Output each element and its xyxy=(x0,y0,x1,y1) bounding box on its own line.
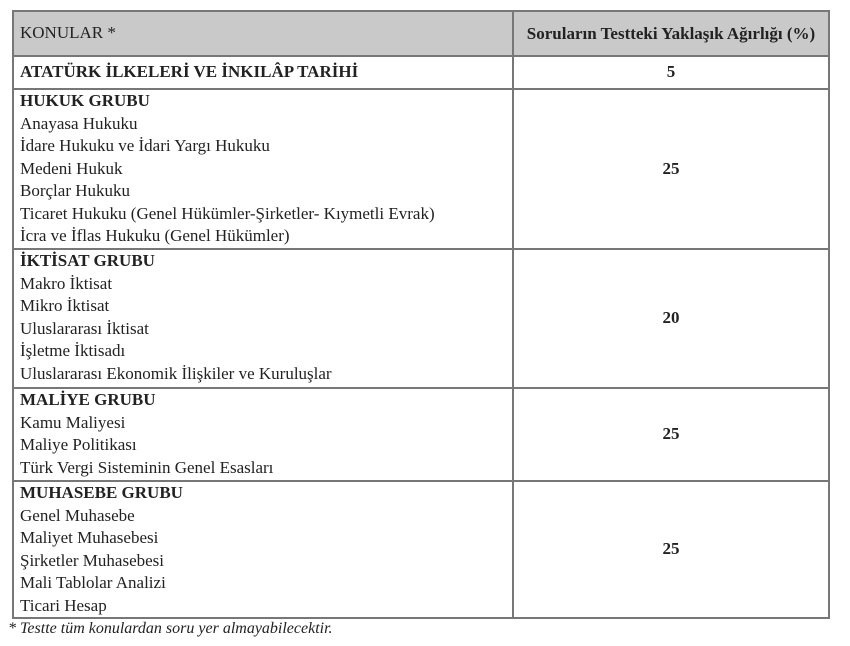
header-weight: Soruların Testteki Yaklaşık Ağırlığı (%) xyxy=(512,10,830,57)
group-title: HUKUK GRUBU xyxy=(20,91,150,110)
topic-item: Maliyet Muhasebesi xyxy=(20,528,159,547)
topic-item: Borçlar Hukuku xyxy=(20,181,131,200)
topic-item: Mikro İktisat xyxy=(20,296,110,315)
topic-item: Mali Tablolar Analizi xyxy=(20,573,166,592)
topic-cell: HUKUK GRUBU Anayasa Hukuku İdare Hukuku ve… xyxy=(12,88,514,250)
group-title: MALİYE GRUBU xyxy=(20,390,156,409)
topic-cell: İKTİSAT GRUBU Makro İktisat Mikro İktisat U… xyxy=(12,248,514,389)
table-row: MALİYE GRUBU Kamu Maliyesi Maliye Politika… xyxy=(12,387,830,482)
group-title: MUHASEBE GRUBU xyxy=(20,483,183,502)
topic-item: İşletme İktisadı xyxy=(20,341,126,360)
weight-cell: 5 xyxy=(512,55,830,90)
topic-cell: ATATÜRK İLKELERİ VE İNKILÂP TARİHİ xyxy=(12,55,514,90)
table-row: ATATÜRK İLKELERİ VE İNKILÂP TARİHİ 5 xyxy=(12,55,830,90)
topic-item: İcra ve İflas Hukuku (Genel Hükümler) xyxy=(20,226,290,245)
weight-cell: 25 xyxy=(512,387,830,482)
topic-item: Uluslararası Ekonomik İlişkiler ve Kurul… xyxy=(20,363,332,383)
topic-item: Türk Vergi Sisteminin Genel Esasları xyxy=(20,457,274,477)
topic-item: Uluslararası İktisat xyxy=(20,318,149,338)
topic-item: Kamu Maliyesi xyxy=(20,412,126,432)
group-title: İKTİSAT GRUBU xyxy=(20,251,155,270)
topic-item: Genel Muhasebe xyxy=(20,505,135,525)
header-row: KONULAR * Soruların Testteki Yaklaşık Ağ… xyxy=(12,10,830,57)
table-row: MUHASEBE GRUBU Genel Muhasebe Maliyet Muha… xyxy=(12,480,830,619)
topics-table: KONULAR * Soruların Testteki Yaklaşık Ağ… xyxy=(12,10,830,619)
topic-item: Maliye Politikası xyxy=(20,435,137,454)
topic-item: Makro İktisat xyxy=(20,273,113,293)
topic-item: İdare Hukuku ve İdari Yargı Hukuku xyxy=(20,136,270,155)
footnote: * Testte tüm konulardan soru yer almayab… xyxy=(8,620,333,637)
table-row: HUKUK GRUBU Anayasa Hukuku İdare Hukuku ve… xyxy=(12,88,830,250)
weight-cell: 25 xyxy=(512,480,830,619)
topic-item: Anayasa Hukuku xyxy=(20,113,138,133)
topic-item: Şirketler Muhasebesi xyxy=(20,550,164,570)
topic-item: Medeni Hukuk xyxy=(20,158,123,178)
weight-cell: 25 xyxy=(512,88,830,250)
weight-cell: 20 xyxy=(512,248,830,389)
header-topics: KONULAR * xyxy=(12,10,514,57)
table-row: İKTİSAT GRUBU Makro İktisat Mikro İktisat U… xyxy=(12,248,830,389)
topic-cell: MUHASEBE GRUBU Genel Muhasebe Maliyet Muha… xyxy=(12,480,514,619)
group-title: ATATÜRK İLKELERİ VE İNKILÂP TARİHİ xyxy=(20,62,359,82)
topic-item: Ticaret Hukuku (Genel Hükümler-Şirketler… xyxy=(20,203,435,223)
topic-item: Ticari Hesap xyxy=(20,595,107,615)
topic-cell: MALİYE GRUBU Kamu Maliyesi Maliye Politika… xyxy=(12,387,514,482)
